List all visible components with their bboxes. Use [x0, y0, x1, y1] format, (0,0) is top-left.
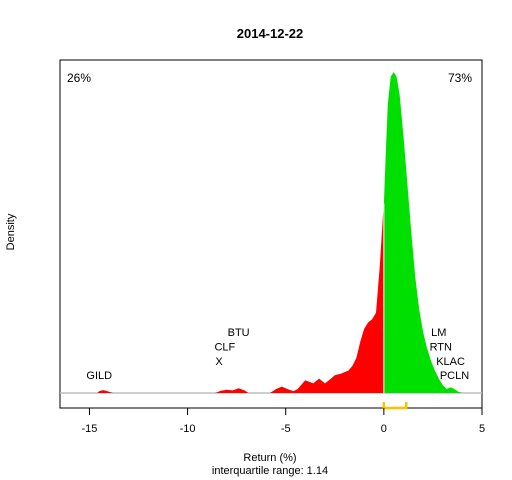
negative-share-label: 26% — [67, 71, 91, 85]
y-axis-label: Density — [5, 213, 17, 250]
x-tick-label: -5 — [281, 423, 291, 435]
positive-share-label: 73% — [448, 71, 472, 85]
chart-title: 2014-12-22 — [237, 26, 304, 41]
iqr-bracket — [382, 402, 408, 410]
x-tick-label: -10 — [180, 423, 196, 435]
x-tick-label: 5 — [479, 423, 485, 435]
positive-density-area — [383, 72, 463, 393]
x-tick-label: 0 — [381, 423, 387, 435]
negative-density-area — [97, 203, 384, 393]
ticker-label-rtn: RTN — [430, 342, 452, 354]
ticker-label-lm: LM — [431, 327, 446, 339]
chart-marks: -15 -10 -5 0 5 GILD X CLF BTU PCLN KLAC RTN LM — [59, 59, 485, 435]
ticker-label-klac: KLAC — [436, 356, 465, 368]
ticker-label-gild: GILD — [86, 370, 112, 382]
ticker-label-pcln: PCLN — [440, 370, 469, 382]
ticker-label-x: X — [215, 356, 223, 368]
ticker-label-clf: CLF — [214, 342, 235, 354]
x-tick-label: -15 — [81, 423, 97, 435]
plot-frame — [59, 59, 483, 409]
ticker-label-btu: BTU — [228, 327, 250, 339]
iqr-caption: interquartile range: 1.14 — [212, 465, 328, 477]
x-axis-label: Return (%) — [243, 452, 296, 464]
